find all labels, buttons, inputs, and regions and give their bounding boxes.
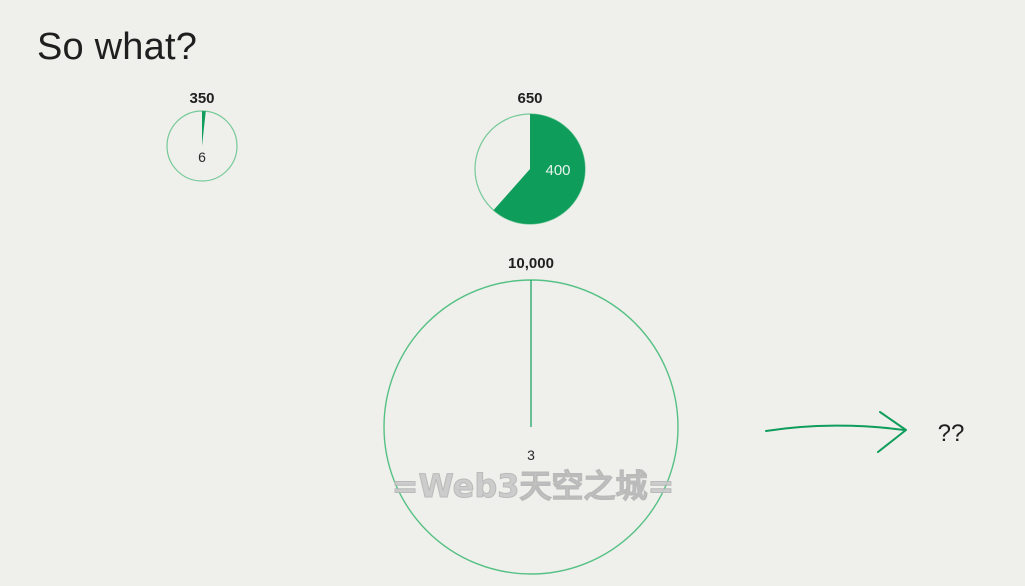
pie-slice-label: 6 <box>198 149 206 165</box>
unknown-result-label: ?? <box>938 420 965 447</box>
page-title: So what? <box>37 26 198 68</box>
pie-slice <box>493 114 585 224</box>
pie-chart-medium: 650 400 <box>474 90 586 225</box>
pie-total-label: 10,000 <box>508 255 554 272</box>
pie-total-label: 650 <box>517 90 542 107</box>
pie-total-label: 350 <box>189 90 214 107</box>
pie-chart-large: 10,000 3 <box>383 255 679 575</box>
pie-slice-label: 3 <box>527 447 535 463</box>
watermark-text: =Web3天空之城= <box>392 467 675 505</box>
pie-slice-label: 400 <box>545 162 570 179</box>
arrow-right-icon <box>765 411 907 453</box>
pie-chart-small: 350 6 <box>166 90 238 182</box>
pie-slice <box>202 110 206 146</box>
